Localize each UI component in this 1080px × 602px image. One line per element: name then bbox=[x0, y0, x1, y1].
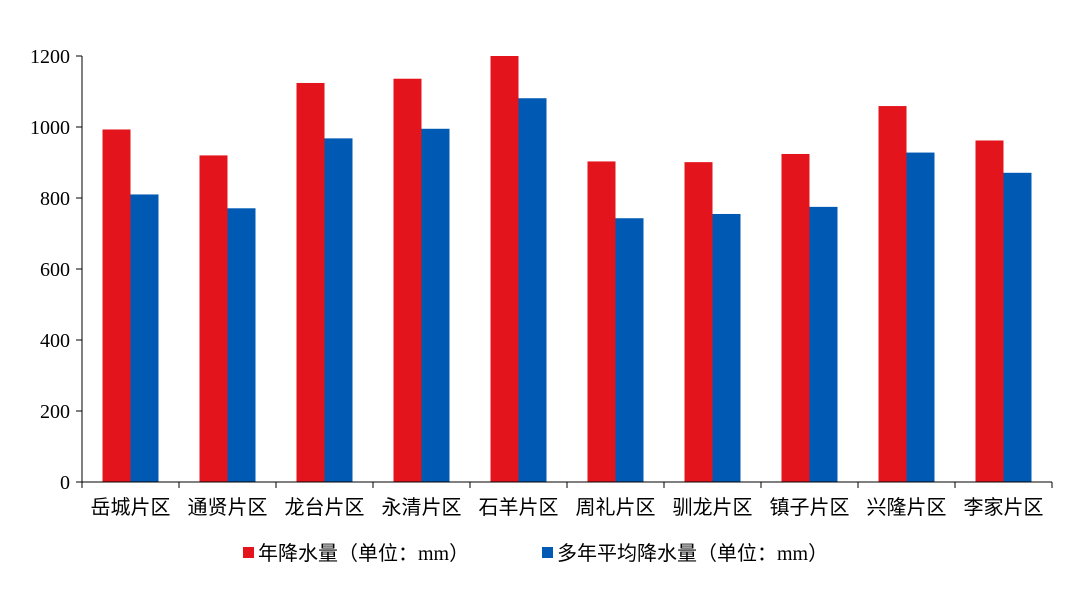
axes: 0 200 400 600 800 1000 1200 岳城片区 通贤片区 龙台片区 永清片区 石羊片… bbox=[30, 46, 1053, 519]
bar-average-5 bbox=[615, 218, 644, 483]
bar-annual-8 bbox=[878, 106, 907, 483]
bar-average-1 bbox=[227, 208, 256, 483]
bar-average-3 bbox=[421, 128, 450, 482]
y-tick-label-6: 1200 bbox=[30, 46, 70, 68]
legend-swatch-1 bbox=[542, 547, 553, 558]
bar-average-4 bbox=[518, 98, 547, 483]
bar-annual-1 bbox=[199, 155, 228, 482]
y-tick-label-3: 600 bbox=[40, 259, 70, 281]
x-tick-label-3: 永清片区 bbox=[382, 496, 462, 519]
x-tick-label-1: 通贤片区 bbox=[188, 496, 268, 519]
bar-annual-2 bbox=[296, 82, 325, 482]
bar-annual-0 bbox=[102, 129, 131, 483]
bar-annual-7 bbox=[781, 153, 810, 483]
legend-swatch-0 bbox=[243, 547, 254, 558]
legend: 年降水量（单位：mm） 多年平均降水量（单位：mm） bbox=[243, 542, 828, 565]
plot-area bbox=[102, 56, 1032, 483]
y-tick-label-0: 0 bbox=[60, 472, 70, 494]
bar-annual-3 bbox=[393, 78, 422, 482]
x-tick-label-7: 镇子片区 bbox=[770, 496, 850, 519]
x-tick-label-9: 李家片区 bbox=[964, 496, 1044, 519]
bar-average-0 bbox=[130, 194, 159, 482]
y-tick-label-5: 1000 bbox=[30, 117, 70, 139]
bar-average-9 bbox=[1003, 172, 1032, 483]
y-tick-label-1: 200 bbox=[40, 401, 70, 423]
x-tick-label-0: 岳城片区 bbox=[91, 496, 171, 519]
x-tick-label-8: 兴隆片区 bbox=[867, 496, 947, 519]
bar-average-8 bbox=[906, 152, 935, 482]
x-tick-label-4: 石羊片区 bbox=[479, 496, 559, 519]
x-tick-label-5: 周礼片区 bbox=[576, 496, 656, 519]
x-tick-label-2: 龙台片区 bbox=[285, 496, 365, 519]
y-tick-label-2: 400 bbox=[40, 330, 70, 352]
bar-average-2 bbox=[324, 138, 353, 483]
bar-average-7 bbox=[809, 206, 838, 482]
bar-average-6 bbox=[712, 213, 741, 482]
legend-label-1: 多年平均降水量（单位：mm） bbox=[557, 542, 828, 565]
x-tick-label-6: 驯龙片区 bbox=[673, 496, 753, 519]
y-tick-label-4: 800 bbox=[40, 188, 70, 210]
legend-label-0: 年降水量（单位：mm） bbox=[258, 542, 469, 565]
bar-annual-6 bbox=[684, 162, 713, 482]
bar-annual-4 bbox=[490, 56, 519, 482]
bar-annual-9 bbox=[975, 140, 1004, 483]
bar-annual-5 bbox=[587, 161, 616, 482]
